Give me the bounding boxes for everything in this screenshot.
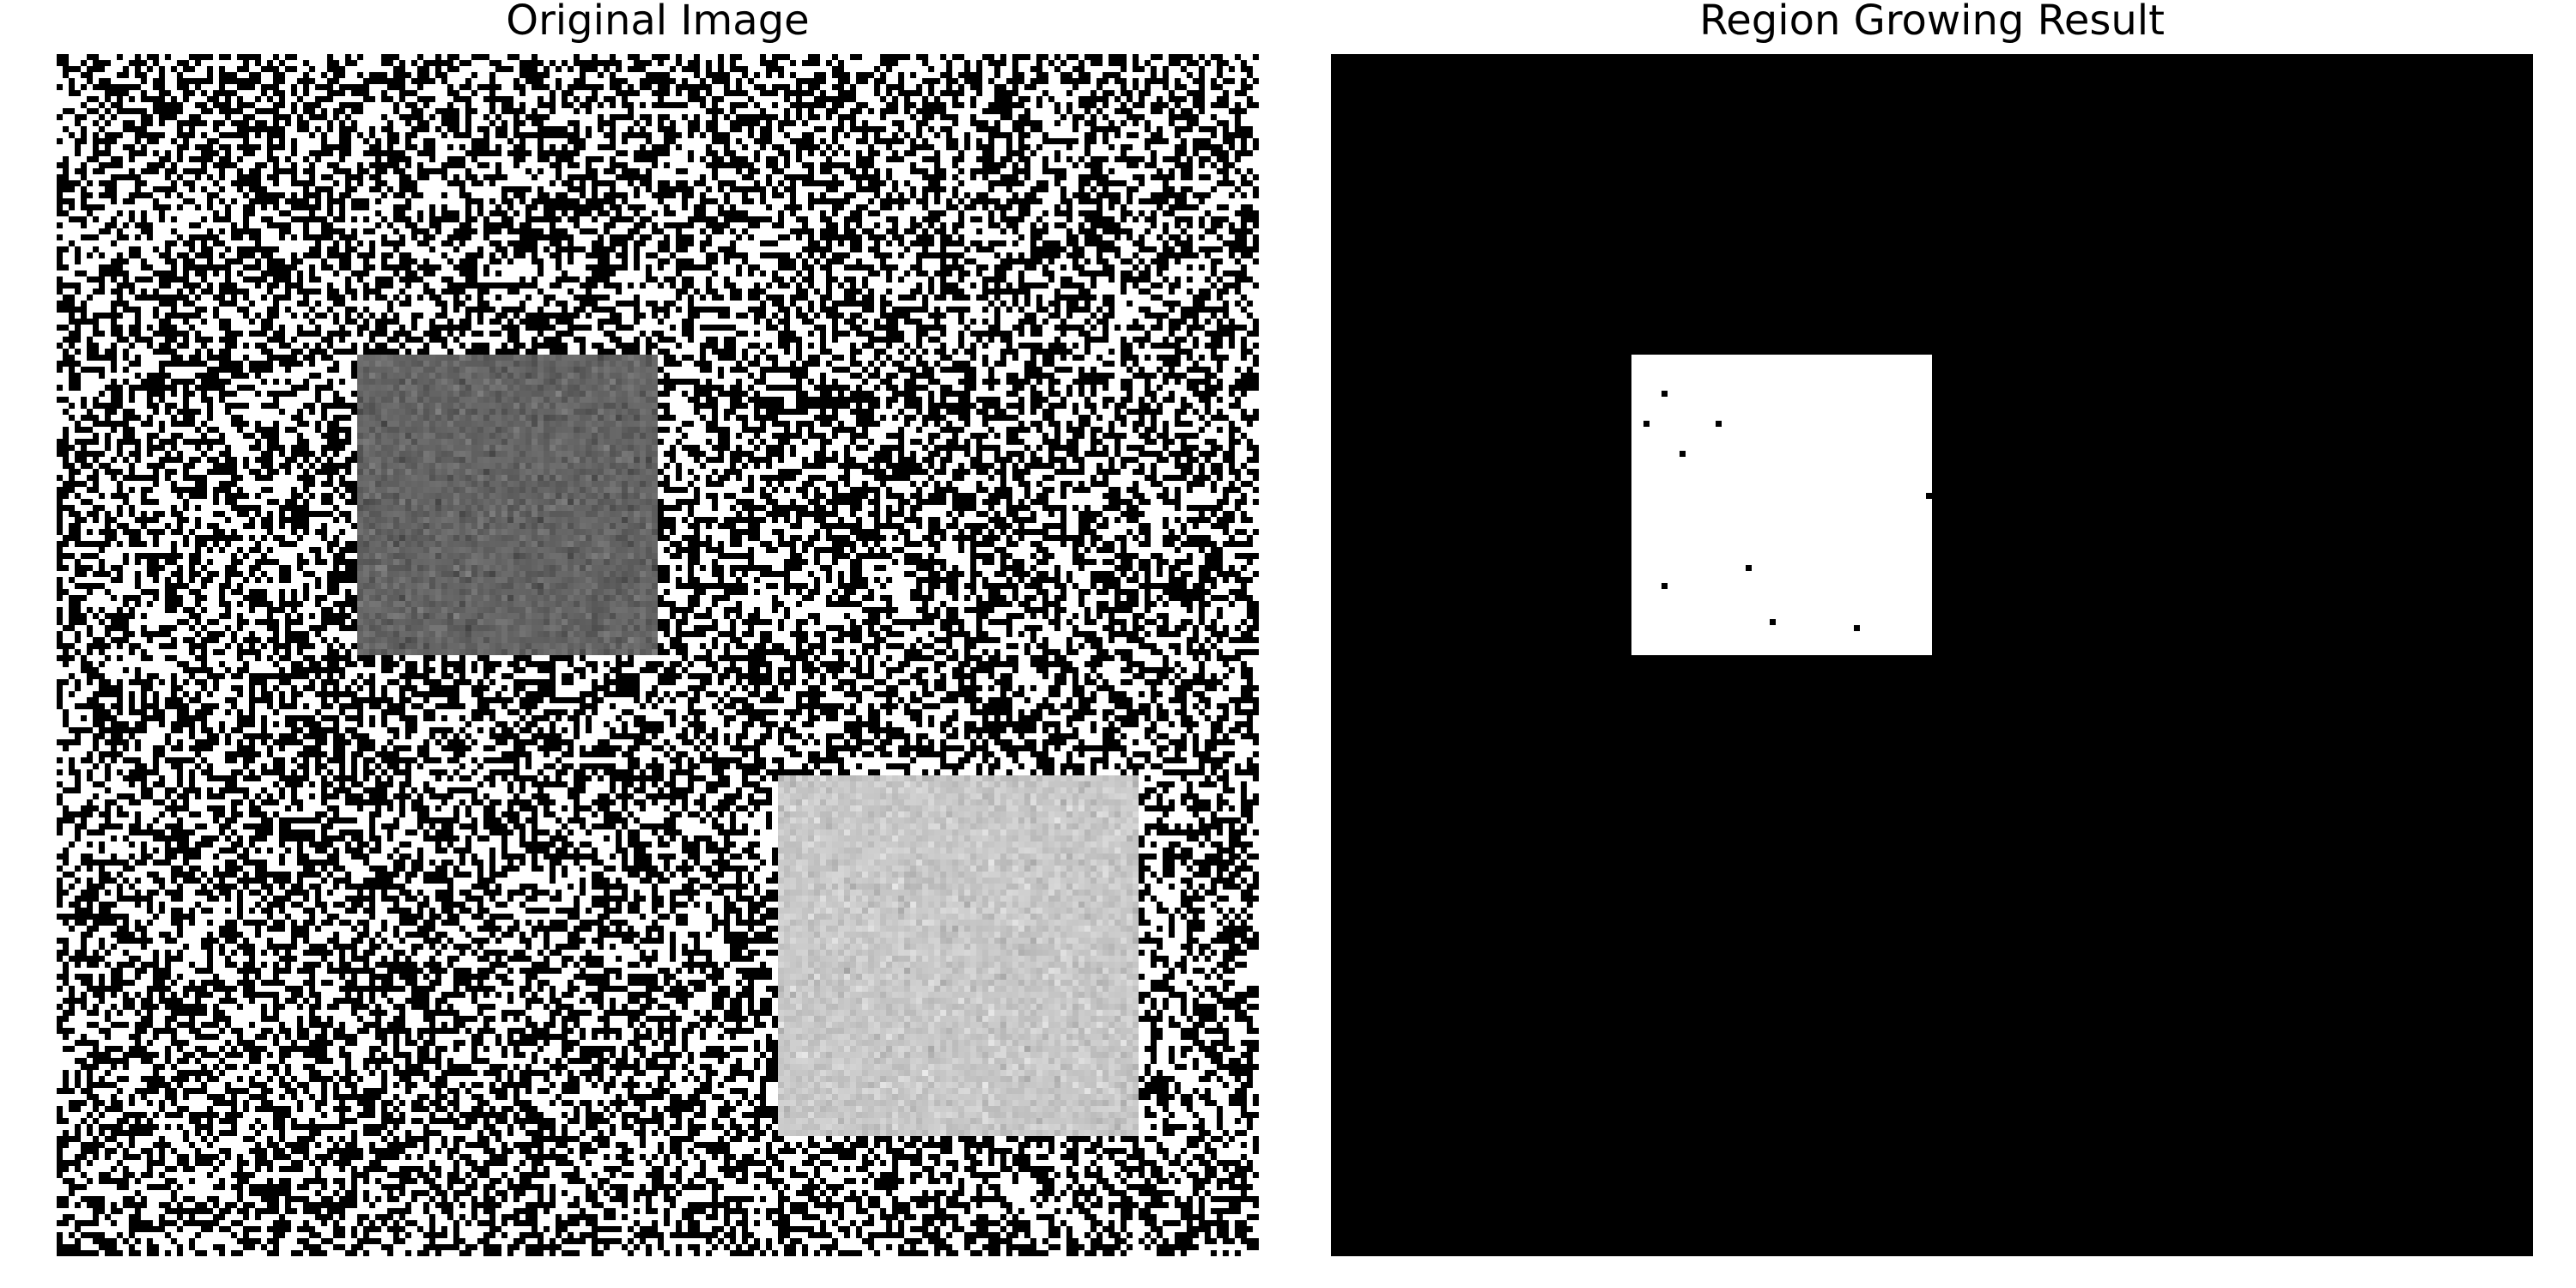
original-image-panel bbox=[57, 54, 1259, 1256]
original-image bbox=[57, 54, 1259, 1256]
original-image-title: Original Image bbox=[57, 0, 1259, 41]
region-growing-mask bbox=[1331, 54, 2533, 1256]
region-growing-panel bbox=[1331, 54, 2533, 1256]
region-growing-title: Region Growing Result bbox=[1331, 0, 2533, 41]
